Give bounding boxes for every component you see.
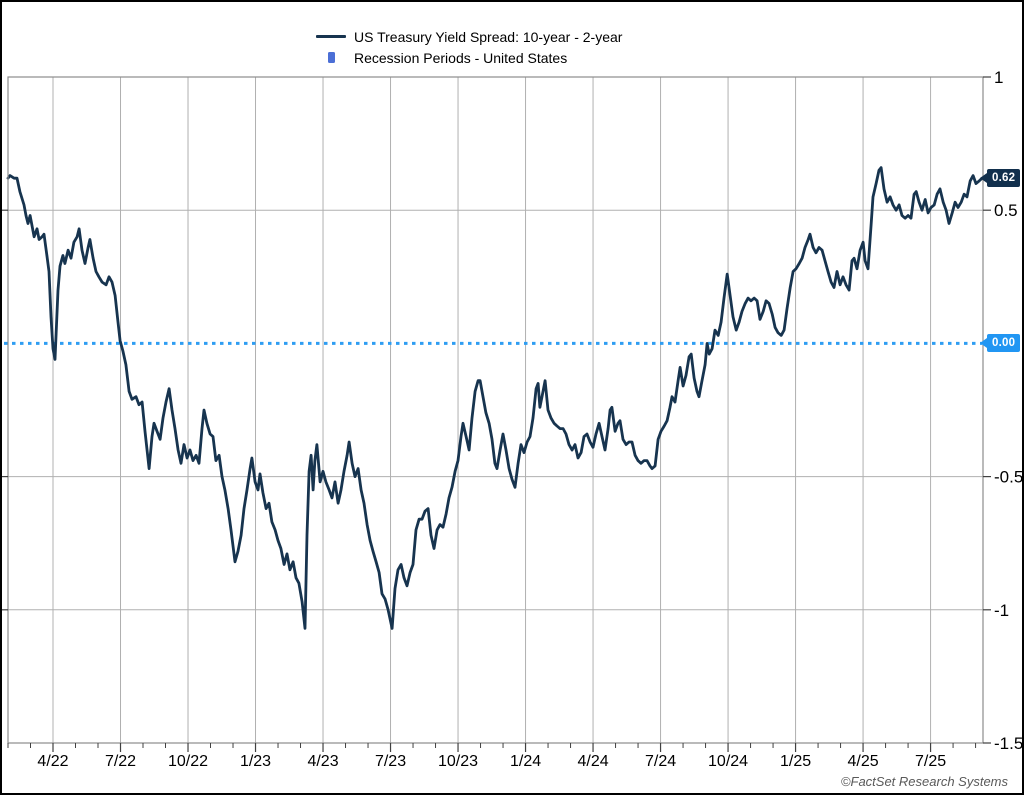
- copyright-notice: ©FactSet Research Systems: [840, 774, 1008, 789]
- x-tick-label: 1/23: [240, 753, 271, 770]
- y-tick-label: -0.5: [994, 468, 1023, 487]
- recession-marker-swatch: [327, 52, 335, 63]
- x-tick-label: 7/24: [645, 753, 676, 770]
- series-swatch-column: [314, 35, 348, 38]
- x-tick-label: 10/23: [438, 753, 478, 770]
- x-tick-label: 7/23: [375, 753, 406, 770]
- last-value-badge: 0.62: [979, 169, 1021, 188]
- y-tick-label: 0.5: [994, 201, 1018, 220]
- yield-spread-line: [6, 166, 984, 630]
- series-line-swatch: [316, 35, 346, 38]
- y-tick-label: 1: [994, 68, 1003, 87]
- legend-recession-row: Recession Periods - United States: [314, 47, 622, 68]
- recession-swatch-column: [314, 52, 348, 63]
- x-tick-label: 1/24: [510, 753, 541, 770]
- x-tick-label: 10/24: [708, 753, 748, 770]
- legend-series-row: US Treasury Yield Spread: 10-year - 2-ye…: [314, 26, 622, 47]
- zero-line-badge: 0.00: [979, 334, 1021, 353]
- x-tick-label: 7/22: [105, 753, 136, 770]
- x-tick-label: 10/22: [168, 753, 208, 770]
- y-tick-label: -1: [994, 601, 1009, 620]
- series-legend-label: US Treasury Yield Spread: 10-year - 2-ye…: [354, 28, 623, 45]
- plot-frame: [7, 76, 984, 744]
- x-tick-label: 4/24: [577, 753, 608, 770]
- x-tick-label: 4/25: [847, 753, 878, 770]
- recession-legend-label: Recession Periods - United States: [354, 49, 568, 66]
- x-tick-label: 1/25: [780, 753, 811, 770]
- x-tick-label: 4/22: [37, 753, 68, 770]
- chart-legend: US Treasury Yield Spread: 10-year - 2-ye…: [314, 26, 622, 68]
- x-tick-label: 4/23: [307, 753, 338, 770]
- y-tick-label: -1.5: [994, 734, 1023, 753]
- x-tick-label: 7/25: [915, 753, 946, 770]
